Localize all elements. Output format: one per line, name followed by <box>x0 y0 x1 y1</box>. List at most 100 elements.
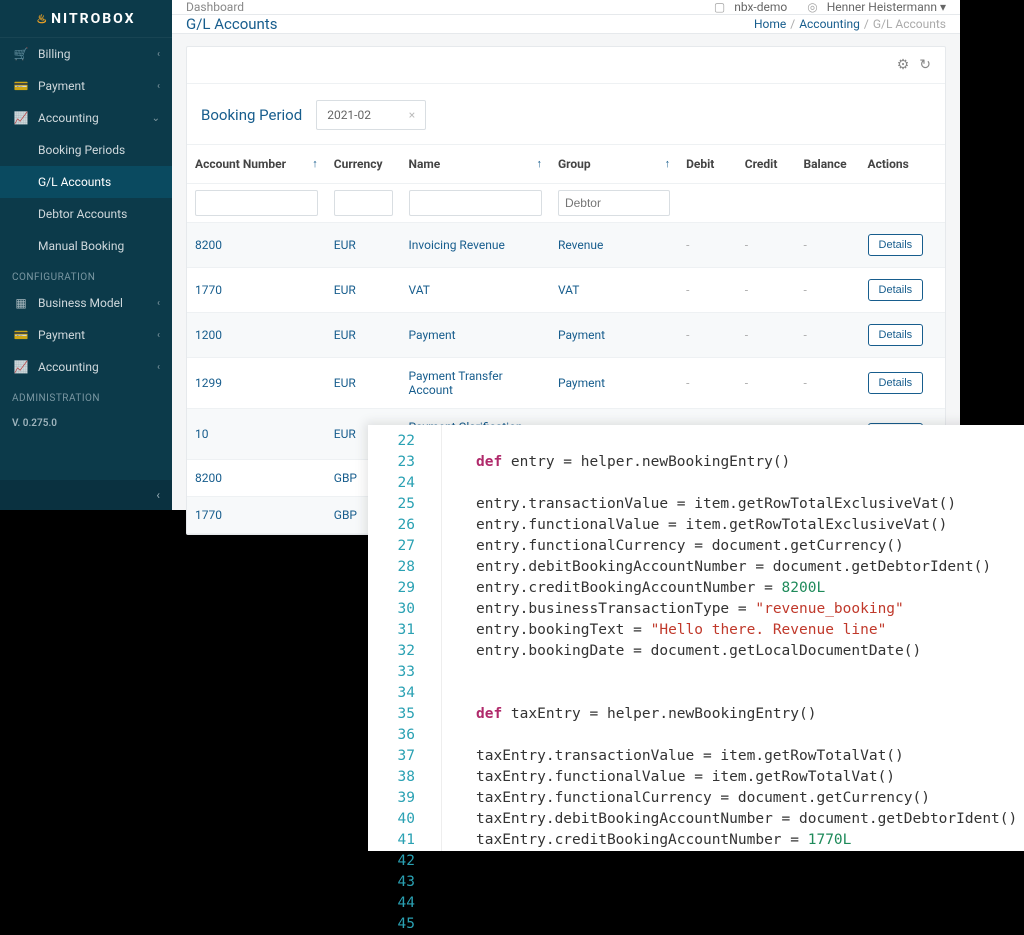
flame-icon: ♨ <box>36 12 49 26</box>
cell-account-number[interactable]: 8200 <box>187 223 326 268</box>
sidebar-sub-manual-booking[interactable]: Manual Booking <box>0 230 172 262</box>
code-line: def entry = helper.newBookingEntry() <box>476 452 1017 473</box>
nav-icon: 📈 <box>12 111 30 125</box>
code-line: entry.bookingDate = document.getLocalDoc… <box>476 641 1017 662</box>
col-balance: Balance <box>795 145 859 184</box>
cell-currency[interactable]: EUR <box>326 313 401 358</box>
col-account-number[interactable]: Account Number↑ <box>187 145 326 184</box>
col-name[interactable]: Name↑ <box>401 145 550 184</box>
sidebar-collapse-button[interactable]: ‹ <box>0 480 172 510</box>
filter-currency[interactable] <box>334 190 393 216</box>
filter-account-number[interactable] <box>195 190 318 216</box>
sort-asc-icon: ↑ <box>312 157 318 170</box>
booking-period-input[interactable]: 2021-02 × <box>316 100 426 130</box>
chevron-icon: ‹ <box>157 81 160 92</box>
sidebar-item-accounting[interactable]: 📈Accounting⌄ <box>0 102 172 134</box>
cell-actions: Details <box>860 223 945 268</box>
booking-period-label: Booking Period <box>201 106 302 124</box>
details-button[interactable]: Details <box>868 324 924 346</box>
cell-name[interactable]: Payment Transfer Account <box>401 358 550 409</box>
sort-asc-icon: ↑ <box>665 157 671 170</box>
code-body: def entry = helper.newBookingEntry() ent… <box>442 425 1017 851</box>
cell-name[interactable]: Invoicing Revenue <box>401 223 550 268</box>
cell-group[interactable]: Payment <box>550 358 678 409</box>
cell-account-number[interactable]: 10 <box>187 409 326 460</box>
cell-group[interactable]: VAT <box>550 268 678 313</box>
cell-actions: Details <box>860 268 945 313</box>
section-configuration: CONFIGURATION <box>0 262 172 287</box>
sidebar-item-billing[interactable]: 🛒Billing‹ <box>0 38 172 70</box>
breadcrumb: Home/Accounting/G/L Accounts <box>754 17 946 31</box>
cell-credit: - <box>737 358 796 409</box>
nav-label: Accounting <box>38 360 99 374</box>
sidebar-item-payment[interactable]: 💳 Payment ‹ <box>0 70 172 102</box>
details-button[interactable]: Details <box>868 234 924 256</box>
cell-balance: - <box>795 358 859 409</box>
cell-debit: - <box>678 268 737 313</box>
cell-group[interactable]: Revenue <box>550 223 678 268</box>
cell-balance: - <box>795 268 859 313</box>
cell-name[interactable]: Payment <box>401 313 550 358</box>
cell-credit: - <box>737 223 796 268</box>
cell-currency[interactable]: EUR <box>326 358 401 409</box>
topbar-dashboard[interactable]: Dashboard <box>186 0 244 14</box>
sidebar-item-accounting[interactable]: 📈Accounting‹ <box>0 351 172 383</box>
code-line: entry.businessTransactionType = "revenue… <box>476 599 1017 620</box>
sidebar: ♨ NITROBOX 🛒Billing‹💳Payment‹📈Accounting… <box>0 0 172 510</box>
chevron-left-icon: ‹ <box>156 488 160 502</box>
nav-icon: 🛒 <box>12 47 30 61</box>
sidebar-item-payment[interactable]: 💳Payment‹ <box>0 319 172 351</box>
chevron-icon: ‹ <box>157 362 160 373</box>
cell-name[interactable]: VAT <box>401 268 550 313</box>
cell-currency[interactable]: EUR <box>326 268 401 313</box>
cell-account-number[interactable]: 1770 <box>187 497 326 534</box>
cell-account-number[interactable]: 1299 <box>187 358 326 409</box>
cell-group[interactable]: Payment <box>550 313 678 358</box>
building-icon: ▢ <box>714 0 725 14</box>
code-line <box>476 473 1017 494</box>
table-row: 1299EURPayment Transfer AccountPayment --… <box>187 358 945 409</box>
cell-credit: - <box>737 313 796 358</box>
sidebar-sub-debtor-accounts[interactable]: Debtor Accounts <box>0 198 172 230</box>
filter-name[interactable] <box>409 190 542 216</box>
cell-currency[interactable]: EUR <box>326 223 401 268</box>
chevron-icon: ‹ <box>157 298 160 309</box>
gear-icon[interactable]: ⚙ <box>897 57 910 73</box>
sidebar-sub-g-l-accounts[interactable]: G/L Accounts <box>0 166 172 198</box>
col-group[interactable]: Group↑ <box>550 145 678 184</box>
topbar: Dashboard ▢ nbx-demo ◎ Henner Heisterman… <box>172 0 960 15</box>
code-line: entry.functionalValue = item.getRowTotal… <box>476 515 1017 536</box>
crumb-home[interactable]: Home <box>754 17 786 31</box>
nav-label: Payment <box>38 328 85 342</box>
cell-account-number[interactable]: 1770 <box>187 268 326 313</box>
nav-label: Billing <box>38 47 71 61</box>
org-selector[interactable]: ▢ nbx-demo <box>714 0 787 14</box>
cell-account-number[interactable]: 1200 <box>187 313 326 358</box>
details-button[interactable]: Details <box>868 279 924 301</box>
details-button[interactable]: Details <box>868 372 924 394</box>
filter-group[interactable] <box>558 190 670 216</box>
clear-period-icon[interactable]: × <box>409 108 415 122</box>
code-line: entry.functionalCurrency = document.getC… <box>476 536 1017 557</box>
sidebar-sub-booking-periods[interactable]: Booking Periods <box>0 134 172 166</box>
sidebar-item-business-model[interactable]: ▦Business Model‹ <box>0 287 172 319</box>
nav-icon: 💳 <box>12 79 30 93</box>
brand-name: NITROBOX <box>51 11 135 27</box>
col-currency[interactable]: Currency <box>326 145 401 184</box>
chevron-icon: ⌄ <box>152 113 160 124</box>
sort-asc-icon: ↑ <box>536 157 542 170</box>
crumb-accounting[interactable]: Accounting <box>799 17 860 31</box>
code-line: taxEntry.transactionValue = item.getRowT… <box>476 746 1017 767</box>
nav-label: Payment <box>38 79 85 93</box>
table-row: 1770EURVATVAT---Details <box>187 268 945 313</box>
cell-balance: - <box>795 223 859 268</box>
refresh-icon[interactable]: ↻ <box>919 57 931 73</box>
version-label: V. 0.275.0 <box>0 408 172 439</box>
code-line: taxEntry.creditBookingAccountNumber = 17… <box>476 830 1017 851</box>
table-row: 1200EURPaymentPayment---Details <box>187 313 945 358</box>
cell-account-number[interactable]: 8200 <box>187 460 326 497</box>
cell-actions: Details <box>860 313 945 358</box>
user-menu[interactable]: ◎ Henner Heistermann ▾ <box>807 0 946 14</box>
code-line: taxEntry.functionalValue = item.getRowTo… <box>476 767 1017 788</box>
cell-balance: - <box>795 313 859 358</box>
